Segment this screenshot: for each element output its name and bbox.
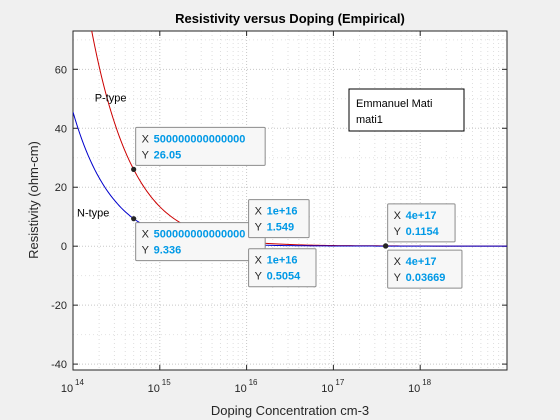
text-box: Emmanuel Mati mati1 bbox=[348, 88, 465, 132]
datatip-box bbox=[135, 222, 266, 262]
datatip-box bbox=[135, 126, 266, 166]
datatip-x-key: X bbox=[394, 256, 402, 268]
y-tick-label: 40 bbox=[55, 123, 67, 135]
x-tick-label: 10 bbox=[148, 383, 160, 395]
datatip-box bbox=[387, 249, 463, 289]
text-box-line1: Emmanuel Mati bbox=[356, 98, 432, 110]
x-tick-exponent: 16 bbox=[249, 378, 258, 387]
datatip-y-key: Y bbox=[255, 271, 263, 283]
datatip: X 4e+17 Y 0.1154 bbox=[387, 203, 456, 243]
axes bbox=[72, 30, 508, 371]
datatip-x-key: X bbox=[142, 133, 150, 145]
datatip: X 500000000000000 Y 9.336 bbox=[135, 222, 266, 262]
datatip-marker bbox=[383, 243, 389, 249]
datatip-y-key: Y bbox=[142, 149, 150, 161]
datatip-y-value: 9.336 bbox=[154, 245, 182, 257]
datatip-y-key: Y bbox=[255, 222, 263, 234]
y-axis-label: Resistivity (ohm-cm) bbox=[26, 141, 41, 259]
datatip-x-key: X bbox=[394, 210, 402, 222]
series-labels: P-type N-type bbox=[77, 93, 127, 220]
y-tick-label: 0 bbox=[61, 241, 67, 253]
datatip-y-value: 0.5054 bbox=[267, 271, 302, 283]
x-tick-label: 10 bbox=[234, 383, 246, 395]
datatip-y-value: 0.03669 bbox=[406, 272, 446, 284]
datatip-x-value: 4e+17 bbox=[406, 256, 437, 268]
datatip-marker bbox=[131, 216, 137, 222]
y-tick-label: -40 bbox=[51, 359, 67, 371]
datatip-x-value: 4e+17 bbox=[406, 210, 437, 222]
chart-title: Resistivity versus Doping (Empirical) bbox=[175, 11, 405, 26]
x-tick-label: 10 bbox=[408, 383, 420, 395]
datatip-x-key: X bbox=[142, 229, 150, 241]
datatip: X 4e+17 Y 0.03669 bbox=[387, 249, 463, 289]
datatip-x-value: 1e+16 bbox=[267, 206, 298, 218]
x-tick-exponent: 15 bbox=[162, 378, 171, 387]
datatip: X 1e+16 Y 0.5054 bbox=[248, 248, 317, 288]
datatip-y-key: Y bbox=[142, 245, 150, 257]
text-box-line2: mati1 bbox=[356, 114, 383, 126]
axes-box bbox=[72, 30, 508, 371]
datatip-y-value: 0.1154 bbox=[406, 226, 440, 238]
datatip-x-key: X bbox=[255, 255, 263, 267]
datatip-x-value: 500000000000000 bbox=[154, 133, 246, 145]
datatip-box bbox=[387, 203, 456, 243]
datatip-y-value: 26.05 bbox=[154, 149, 182, 161]
datatip-y-key: Y bbox=[394, 226, 402, 238]
text-box-border bbox=[348, 88, 465, 132]
datatip: X 1e+16 Y 1.549 bbox=[248, 199, 310, 239]
annotation-label: N-type bbox=[77, 208, 109, 220]
datatip-y-value: 1.549 bbox=[267, 222, 295, 234]
datatip-y-key: Y bbox=[394, 272, 402, 284]
x-axis-label: Doping Concentration cm-3 bbox=[211, 403, 369, 418]
y-tick-label: 60 bbox=[55, 64, 67, 76]
datatip-marker bbox=[131, 166, 137, 173]
datatip-box bbox=[248, 199, 310, 239]
annotation-label: P-type bbox=[95, 93, 127, 105]
datatip-x-value: 500000000000000 bbox=[154, 229, 246, 241]
datatip: X 500000000000000 Y 26.05 bbox=[135, 126, 266, 166]
datatip-box bbox=[248, 248, 317, 288]
datatip-x-value: 1e+16 bbox=[267, 255, 298, 267]
y-tick-label: 20 bbox=[55, 182, 67, 194]
datatip-x-key: X bbox=[255, 206, 263, 218]
x-tick-exponent: 18 bbox=[422, 378, 431, 387]
x-tick-label: 10 bbox=[321, 383, 333, 395]
x-tick-exponent: 17 bbox=[335, 378, 344, 387]
x-tick-exponent: 14 bbox=[75, 378, 84, 387]
y-tick-label: -20 bbox=[51, 300, 67, 312]
x-tick-label: 10 bbox=[61, 383, 73, 395]
